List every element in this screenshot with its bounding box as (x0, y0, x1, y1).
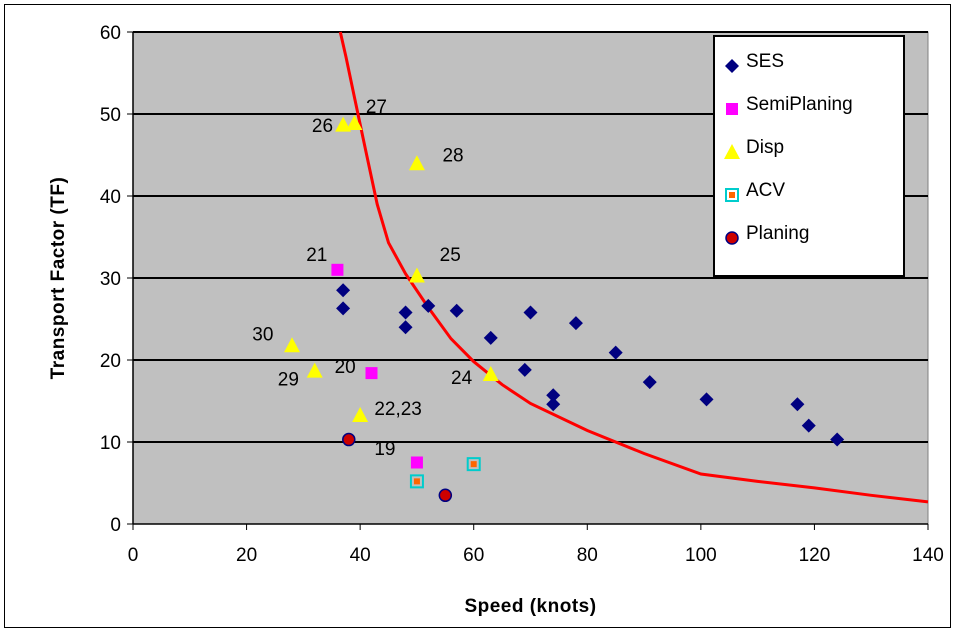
y-tick-label-50: 50 (100, 105, 121, 126)
ses-point-2 (398, 305, 413, 320)
series-disp (284, 115, 499, 422)
legend-label-ses: SES (746, 51, 784, 72)
ses-point-1 (336, 301, 351, 316)
acv-point-0 (409, 474, 424, 489)
disp-point-7 (482, 365, 499, 381)
legend-marker-disp (724, 144, 740, 159)
legend-label-planing: Planing (746, 223, 809, 244)
ses-point-8 (523, 305, 538, 320)
legend-marker-semiplaning (726, 103, 738, 115)
disp-point-6 (352, 406, 369, 422)
x-tick-label-140: 140 (912, 545, 944, 566)
legend-box (713, 35, 905, 277)
x-tick-label-60: 60 (463, 545, 484, 566)
y-tick-label-60: 60 (100, 23, 121, 44)
planing-point-1 (438, 488, 453, 503)
disp-point-3 (408, 267, 425, 283)
annotation-24: 24 (451, 368, 473, 389)
y-tick-label-40: 40 (100, 187, 121, 208)
legend-item-planing: Planing (725, 223, 809, 245)
disp-point-0 (335, 116, 352, 132)
annotation-26: 26 (312, 116, 333, 137)
legend-label-acv: ACV (746, 180, 785, 201)
acv-point-1-center (470, 461, 477, 468)
disp-point-2 (408, 155, 425, 171)
annotation-22-23: 22,23 (374, 399, 422, 420)
disp-point-1 (346, 115, 363, 131)
annotation-30: 30 (252, 324, 273, 345)
ses-point-11 (568, 316, 583, 331)
x-axis-title: Speed (knots) (464, 596, 596, 617)
legend-item-disp: Disp (724, 137, 784, 159)
series-ses (336, 283, 845, 447)
ses-point-3 (398, 320, 413, 335)
series-semiplaning (331, 263, 423, 469)
legend-marker-acv-outline (725, 188, 739, 202)
y-tick-label-20: 20 (100, 351, 121, 372)
ses-point-9 (546, 388, 561, 403)
legend-label-semiplaning: SemiPlaning (746, 94, 853, 115)
ses-point-7 (517, 362, 532, 377)
y-axis-title: Transport Factor (TF) (48, 177, 69, 380)
ses-point-10 (546, 397, 561, 412)
ses-point-0 (336, 283, 351, 298)
acv-point-1 (466, 457, 481, 472)
legend-marker-ses (725, 59, 739, 73)
ses-point-15 (790, 397, 805, 412)
x-tick-label-40: 40 (350, 545, 371, 566)
legend-item-acv: ACV (725, 180, 785, 202)
annotation-19: 19 (374, 439, 395, 460)
x-tick-label-100: 100 (685, 545, 717, 566)
legend-marker-acv-center (729, 192, 735, 198)
acv-point-1-outline (466, 457, 481, 472)
y-tick-label-10: 10 (100, 433, 121, 454)
ses-point-4 (421, 298, 436, 313)
legend-marker-planing (725, 231, 739, 245)
annotation-29: 29 (278, 369, 299, 390)
semiplaning-point-2 (410, 456, 423, 469)
legend-item-semiplaning: SemiPlaning (726, 94, 853, 115)
annotation-20: 20 (335, 357, 356, 378)
threshold-curve (338, 31, 929, 504)
ses-point-14 (699, 392, 714, 407)
disp-point-5 (306, 362, 323, 378)
x-tick-label-0: 0 (128, 545, 139, 566)
x-tick-labels: 0 20 40 60 80 100 120 140 (128, 524, 944, 566)
legend-item-ses: SES (725, 51, 784, 73)
ses-point-16 (801, 418, 816, 433)
acv-point-0-outline (409, 474, 424, 489)
legend-marker-acv (725, 188, 739, 202)
ses-point-5 (449, 303, 464, 318)
acv-point-0-center (413, 478, 420, 485)
ses-point-12 (608, 345, 623, 360)
annotation-28: 28 (442, 146, 463, 167)
y-tick-label-30: 30 (100, 269, 121, 290)
semiplaning-point-1 (365, 367, 378, 380)
x-tick-label-120: 120 (799, 545, 831, 566)
x-tick-label-80: 80 (577, 545, 598, 566)
annotation-27: 27 (366, 97, 387, 118)
ses-point-6 (483, 330, 498, 345)
y-tick-label-0: 0 (110, 515, 121, 536)
ses-point-13 (642, 375, 657, 390)
point-annotations: 26 27 28 21 25 30 29 20 24 22,23 19 (252, 97, 472, 460)
semiplaning-point-0 (331, 263, 344, 276)
series-acv (409, 457, 481, 489)
legend-label-disp: Disp (746, 137, 784, 158)
annotation-25: 25 (440, 245, 461, 266)
annotation-21: 21 (306, 245, 327, 266)
ses-point-17 (830, 432, 845, 447)
y-tick-labels: 0 10 20 30 40 50 60 (100, 23, 133, 536)
data-points (284, 115, 845, 503)
disp-point-4 (284, 337, 300, 353)
x-tick-label-20: 20 (236, 545, 257, 566)
series-planing (342, 432, 453, 503)
planing-point-0 (342, 432, 356, 447)
legend: SES SemiPlaning Disp ACV Planing (713, 35, 905, 277)
